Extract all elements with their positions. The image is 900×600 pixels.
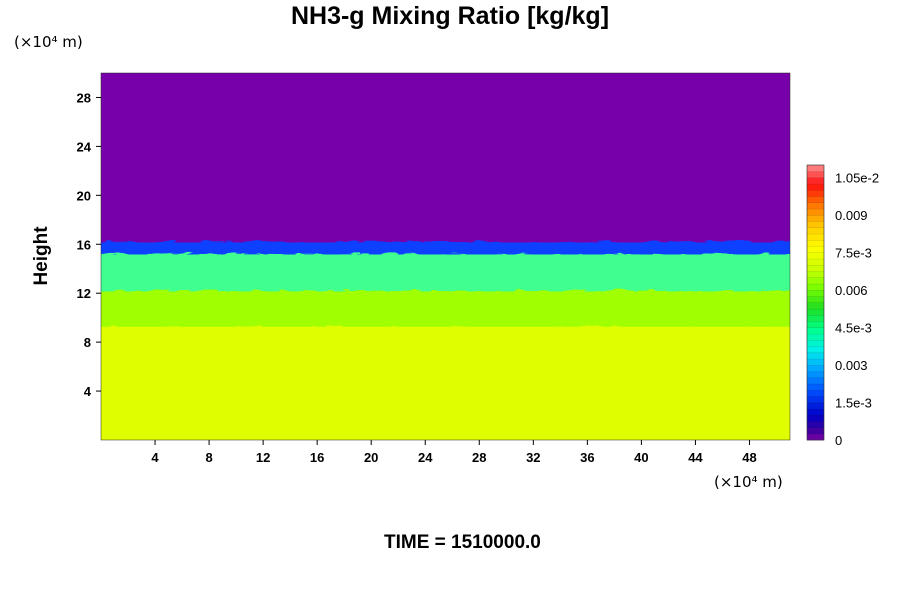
x-axis: 4 8 12 16 20 24 28 32 36 40 44 48 [151,440,757,465]
colorbar-band [806,421,825,428]
x-tick-label: 28 [472,450,486,465]
colorbar-band [806,433,825,441]
y-axis: 4 8 12 16 20 24 28 [77,90,101,399]
y-tick-label: 28 [77,90,91,105]
colorbar-band [806,196,825,203]
colorbar-band [806,258,825,266]
colorbar-band [806,364,825,372]
plot-frame [100,72,791,441]
y-tick-label: 4 [84,384,92,399]
colorbar-band [806,202,825,210]
colorbar-tick-label: 0.003 [835,358,868,373]
y-tick-label: 12 [77,286,91,301]
colorbar-band [806,189,825,197]
colorbar-band [806,164,825,172]
colorbar-band [806,208,825,216]
colorbar-band [806,321,825,328]
x-tick-label: 48 [742,450,756,465]
x-tick-label: 24 [418,450,433,465]
colorbar-band [806,271,825,278]
x-tick-label: 32 [526,450,540,465]
y-tick-label: 24 [77,139,92,154]
x-tick-label: 16 [310,450,324,465]
x-tick-label: 8 [205,450,212,465]
colorbar-band [806,177,825,185]
colorbar-band [806,289,825,297]
colorbar-band [806,252,825,260]
colorbar-band [806,371,825,378]
colorbar-band [806,277,825,285]
colorbar-band [806,214,825,222]
colorbar-band [806,427,825,435]
colorbar-band [806,377,825,385]
colorbar-band [806,414,825,422]
colorbar-band [806,402,825,410]
colorbar-band [806,246,825,253]
field-layer-top [101,73,790,235]
colorbar-tick-label: 0.006 [835,283,868,298]
x-axis-unit: (×10⁴ m) [714,473,783,491]
colorbar-band [806,389,825,397]
y-axis-unit: (×10⁴ m) [14,33,83,51]
colorbar: 0 1.5e-3 0.003 4.5e-3 0.006 7.5e-3 0.009 1.05e-… [806,164,879,448]
colorbar-band [806,333,825,341]
chart-title: NH3-g Mixing Ratio [kg/kg] [290,2,610,30]
colorbar-tick-label: 1.5e-3 [835,396,872,411]
colorbar-tick-label: 4.5e-3 [835,321,872,336]
x-tick-label: 44 [688,450,703,465]
colorbar-band [806,352,825,360]
colorbar-band [806,396,825,403]
colorbar-band [806,264,825,272]
colorbar-band [806,314,825,322]
colorbar-tick-label: 0 [835,433,842,448]
colorbar-band [806,308,825,316]
x-tick-label: 36 [580,450,594,465]
colorbar-band [806,383,825,391]
x-tick-label: 40 [634,450,648,465]
colorbar-band [806,302,825,310]
time-label: TIME = 1510000.0 [384,532,541,553]
colorbar-band [806,221,825,228]
colorbar-band [806,183,825,191]
y-tick-label: 16 [77,237,91,252]
x-tick-label: 4 [151,450,159,465]
colorbar-band [806,408,825,416]
colorbar-band [806,339,825,347]
colorbar-tick-label: 0.009 [835,208,868,223]
colorbar-tick-label: 7.5e-3 [835,246,872,261]
colorbar-band [806,239,825,247]
x-tick-label: 12 [256,450,270,465]
plot-area [100,72,791,441]
colorbar-band [806,233,825,241]
colorbar-band [806,227,825,235]
y-tick-label: 20 [77,188,91,203]
colorbar-tick-label: 1.05e-2 [835,171,879,186]
colorbar-band [806,296,825,303]
colorbar-band [806,346,825,353]
x-tick-label: 20 [364,450,378,465]
colorbar-band [806,358,825,366]
y-tick-label: 8 [84,335,91,350]
colorbar-band [806,327,825,335]
field-layer-base [101,326,790,440]
colorbar-band [806,171,825,178]
colorbar-band [806,283,825,291]
colorbar-frame [806,164,825,441]
